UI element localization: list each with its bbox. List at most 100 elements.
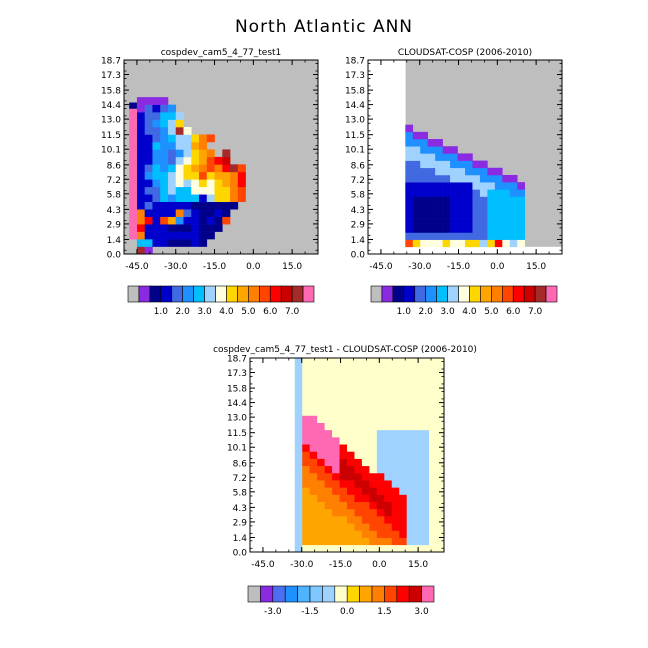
heatmap-cell — [405, 146, 414, 154]
heatmap-cell — [429, 523, 437, 531]
heatmap-cell — [136, 127, 145, 135]
y-tick-label: 13.0 — [101, 116, 121, 126]
heatmap-cell — [272, 487, 281, 495]
heatmap-cell — [442, 167, 451, 176]
heatmap-cell — [375, 182, 384, 190]
heatmap-cell — [397, 225, 406, 233]
heatmap-cell — [399, 458, 407, 467]
model-panel: cospdev_cam5_4_77_test1 0.0 1.4 2.9 4.3 5.8 7… — [101, 48, 319, 317]
heatmap-cell — [332, 372, 340, 380]
heatmap-cell — [420, 189, 428, 197]
heatmap-cell — [384, 530, 393, 538]
heatmap-cell — [421, 437, 430, 445]
x-tick-label: -45.0 — [369, 262, 393, 272]
heatmap-cell — [199, 209, 208, 217]
heatmap-cell — [435, 218, 443, 226]
heatmap-cell — [406, 516, 415, 524]
colorbar-box — [226, 285, 238, 303]
heatmap-cell — [414, 465, 422, 474]
heatmap-cell — [509, 232, 518, 240]
heatmap-cell — [420, 225, 428, 233]
colorbar-box — [346, 585, 360, 603]
colorbar-box — [458, 285, 470, 303]
colorbar-box — [512, 285, 525, 303]
heatmap-cell — [376, 408, 385, 416]
heatmap-cell — [191, 239, 200, 247]
heatmap-cell — [421, 523, 430, 531]
colorbar-box — [280, 285, 293, 303]
heatmap-cell — [183, 127, 192, 135]
heatmap-cell — [442, 160, 451, 169]
heatmap-cell — [160, 201, 169, 210]
heatmap-cell — [167, 216, 177, 225]
heatmap-cell — [450, 146, 458, 154]
y-tick-label: 7.2 — [351, 176, 365, 186]
heatmap-cell — [450, 167, 458, 176]
heatmap-cell — [368, 203, 376, 212]
heatmap-cell — [368, 218, 376, 226]
heatmap-cell — [494, 182, 503, 190]
heatmap-cell — [160, 216, 169, 225]
heatmap-cell — [420, 153, 428, 161]
heatmap-cell — [361, 365, 370, 373]
heatmap-cell — [450, 239, 458, 248]
heatmap-cell — [502, 189, 511, 197]
heatmap-cell — [435, 225, 443, 233]
heatmap-cell — [517, 232, 525, 240]
heatmap-cell — [435, 210, 443, 219]
heatmap-cell — [375, 167, 384, 176]
heatmap-cell — [287, 487, 296, 495]
y-tick-label: 2.9 — [107, 220, 122, 230]
heatmap-cell — [309, 487, 318, 495]
heatmap-cell — [214, 194, 223, 203]
heatmap-cell — [494, 189, 503, 197]
heatmap-cell — [361, 516, 370, 524]
heatmap-cell — [457, 218, 466, 226]
x-tick-label: 15.0 — [526, 262, 546, 272]
heatmap-cell — [339, 487, 348, 495]
heatmap-cell — [368, 167, 376, 176]
heatmap-cell — [347, 393, 355, 402]
heatmap-cell — [376, 429, 385, 438]
heatmap-cell — [450, 160, 458, 169]
heatmap-cell — [435, 160, 443, 169]
heatmap-cell — [264, 408, 273, 416]
heatmap-cell — [421, 458, 430, 467]
heatmap-cell — [257, 501, 266, 510]
heatmap-cell — [414, 393, 422, 402]
heatmap-cell — [237, 164, 246, 173]
heatmap-cell — [144, 149, 153, 158]
heatmap-cell — [287, 372, 296, 380]
heatmap-cell — [279, 465, 288, 474]
heatmap-cell — [368, 153, 376, 161]
x-tick-label: -45.0 — [125, 262, 149, 272]
heatmap-cell — [294, 530, 303, 538]
heatmap-cell — [382, 117, 391, 125]
heatmap-cell — [376, 465, 385, 474]
heatmap-cell — [339, 415, 348, 423]
colorbar-label: -3.0 — [264, 607, 282, 617]
heatmap-cell — [384, 494, 393, 503]
heatmap-cell — [354, 530, 363, 538]
heatmap-cell — [429, 401, 437, 409]
heatmap-cell — [206, 134, 215, 143]
heatmap-cell — [361, 422, 370, 431]
heatmap-cell — [397, 74, 406, 82]
heatmap-cell — [257, 544, 266, 553]
heatmap-cell — [382, 203, 391, 212]
heatmap-cell — [264, 501, 273, 510]
heatmap-cell — [332, 415, 340, 423]
heatmap-cell — [175, 127, 184, 135]
heatmap-cell — [144, 171, 153, 180]
heatmap-cell — [183, 194, 192, 203]
heatmap-cell — [324, 480, 333, 488]
heatmap-cell — [472, 210, 481, 219]
heatmap-cell — [167, 186, 177, 195]
heatmap-cell — [369, 379, 378, 388]
heatmap-cell — [191, 224, 200, 232]
heatmap-cell — [287, 480, 296, 488]
heatmap-cell — [487, 196, 496, 205]
heatmap-cell — [309, 465, 318, 474]
heatmap-cell — [450, 153, 458, 161]
heatmap-cell — [339, 379, 348, 388]
